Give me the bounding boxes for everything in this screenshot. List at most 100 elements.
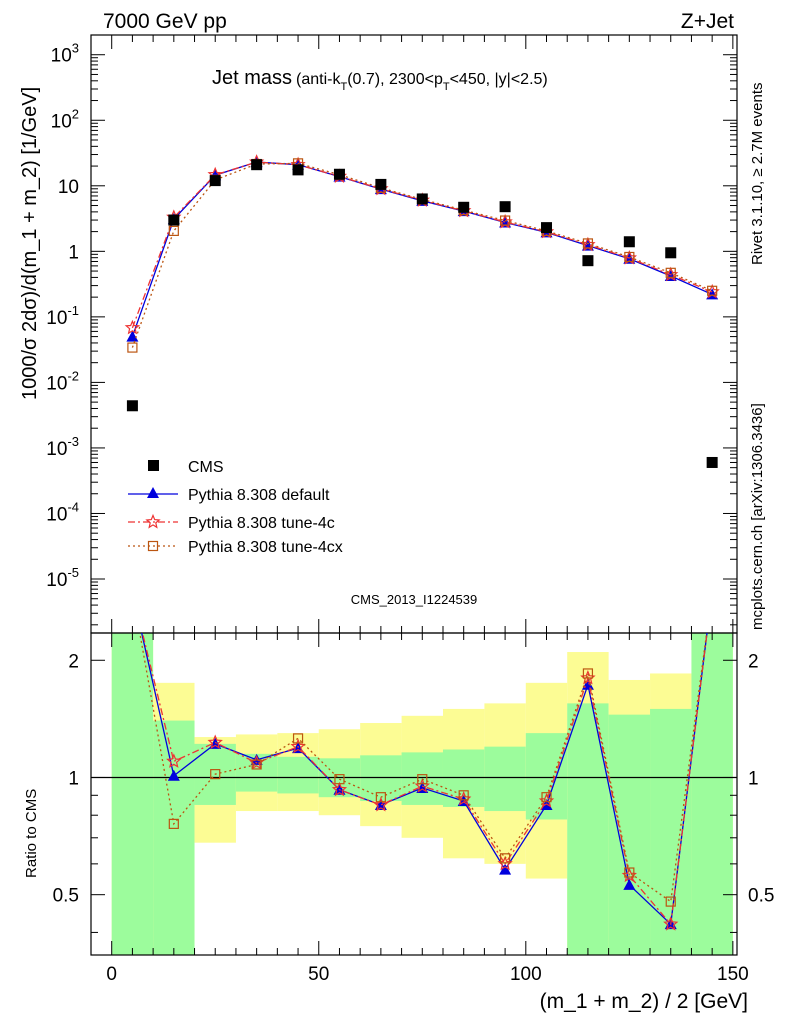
uncertainty-bands <box>111 633 733 955</box>
y-tick-label-ratio-right: 0.5 <box>748 886 774 907</box>
ratio-point <box>290 738 306 754</box>
y-tick-label-ratio: 2 <box>68 651 79 672</box>
ratio-line-tune4cx <box>139 633 708 903</box>
ratio-point <box>166 753 182 768</box>
band-inner <box>608 714 651 955</box>
y-tick-label-main: 10-5 <box>46 565 79 591</box>
band-inner <box>484 746 526 812</box>
ratio-plot-frame <box>90 632 738 956</box>
ratio-point <box>706 585 718 597</box>
chart-title: Jet mass (anti-kT(0.7), 2300<pT<450, |y|<… <box>212 67 548 93</box>
series-point <box>124 319 141 335</box>
y-tick-label-main: 10 <box>58 177 79 198</box>
legend-label-tune4c: Pythia 8.308 tune-4c <box>188 515 335 532</box>
ratio-point <box>375 792 386 803</box>
y-tick-label-ratio-right: 1 <box>748 768 759 789</box>
ratio-point <box>708 587 717 596</box>
band-inner <box>691 633 733 955</box>
ratio-axis-ticks: 0 50 100 150 0.5 0.5 1 1 2 2 <box>53 633 774 985</box>
ratio-point <box>623 878 636 890</box>
ratio-point <box>706 586 718 597</box>
rivet-version-label: Rivet 3.1.10, ≥ 2.7M events <box>749 83 766 266</box>
y-tick-label-main: 10-4 <box>46 499 79 525</box>
y-axis-label-ratio: Ratio to CMS <box>23 789 40 878</box>
mcplots-label: mcplots.cern.ch [arXiv:1306.3436] <box>749 403 766 630</box>
y-tick-label-main: 103 <box>51 41 79 67</box>
cms-data-point <box>582 255 594 267</box>
legend-label-cms: CMS <box>188 459 224 476</box>
ratio-point <box>417 774 428 785</box>
cms-data-point <box>623 236 635 248</box>
y-tick-label-main: 10-2 <box>46 368 79 394</box>
legend-marker-tune4c <box>145 513 161 529</box>
band-inner <box>360 755 402 802</box>
ratio-point <box>128 587 137 596</box>
band-inner <box>650 708 692 955</box>
main-series-group <box>124 154 720 468</box>
y-tick-label-ratio: 1 <box>68 768 79 789</box>
cms-data-point <box>126 400 138 412</box>
band-inner <box>111 633 154 955</box>
ratio-point <box>663 916 679 931</box>
y-tick-label-main: 10-1 <box>46 303 79 329</box>
ratio-point <box>126 586 138 597</box>
legend-marker-cms <box>148 460 159 471</box>
x-tick-label: 100 <box>510 964 542 985</box>
y-tick-label-main: 1 <box>68 242 79 263</box>
series-point <box>665 267 676 278</box>
cms-data-point <box>168 214 180 226</box>
legend-marker-tune4cx <box>147 540 159 552</box>
series-point <box>582 238 594 249</box>
cms-data-point <box>665 247 677 259</box>
ratio-point <box>167 769 180 781</box>
cms-data-point <box>251 159 263 171</box>
analysis-watermark: CMS_2013_I1224539 <box>351 592 478 607</box>
ratio-point <box>207 734 223 749</box>
cms-data-point <box>499 201 511 213</box>
y-tick-label-ratio: 0.5 <box>53 886 79 907</box>
legend-label-default: Pythia 8.308 default <box>188 487 330 504</box>
ratio-point <box>126 585 138 597</box>
ratio-point <box>334 774 345 785</box>
x-tick-label: 50 <box>308 964 329 985</box>
header-process-label: Z+Jet <box>681 10 734 33</box>
series-point <box>624 251 635 263</box>
ratio-point <box>458 790 469 801</box>
ratio-point <box>331 781 348 797</box>
ratio-line-tune4c <box>141 633 708 926</box>
ratio-series-group <box>126 585 718 931</box>
band-inner <box>277 756 319 794</box>
y-tick-label-ratio-right: 2 <box>748 651 759 672</box>
x-tick-label: 150 <box>717 964 749 985</box>
cms-data-point <box>706 456 718 468</box>
header-energy-label: 7000 GeV pp <box>103 10 227 33</box>
ratio-point <box>292 733 304 744</box>
series-line-default <box>131 161 713 337</box>
ratio-point <box>624 867 635 878</box>
cms-data-point <box>375 178 387 190</box>
series-point <box>168 225 179 237</box>
series-point <box>500 215 511 226</box>
cms-data-point <box>416 193 428 205</box>
y-tick-label-main: 10-3 <box>46 434 79 460</box>
x-axis-label: (m_1 + m_2) / 2 [GeV] <box>540 990 748 1013</box>
cms-data-point <box>541 222 553 234</box>
band-inner <box>567 703 609 955</box>
legend-marker-default <box>147 487 159 498</box>
band-inner <box>153 720 195 955</box>
ratio-point <box>373 796 389 812</box>
ratio-point <box>582 668 594 679</box>
legend: CMS Pythia 8.308 default Pythia 8.308 tu… <box>128 459 343 556</box>
series-point <box>126 330 139 342</box>
ratio-point <box>168 818 179 829</box>
series-line-tune4cx <box>131 162 713 348</box>
series-point <box>707 285 718 296</box>
ratio-point <box>499 863 512 875</box>
cms-data-point <box>209 175 221 187</box>
cms-data-point <box>333 168 345 180</box>
ratio-point <box>665 896 676 907</box>
y-axis-label-main: 1000/σ 2dσ)/d(m_1 + m_2) [1/GeV] <box>19 87 41 400</box>
ratio-point <box>541 792 552 803</box>
y-tick-label-main: 102 <box>51 106 79 132</box>
